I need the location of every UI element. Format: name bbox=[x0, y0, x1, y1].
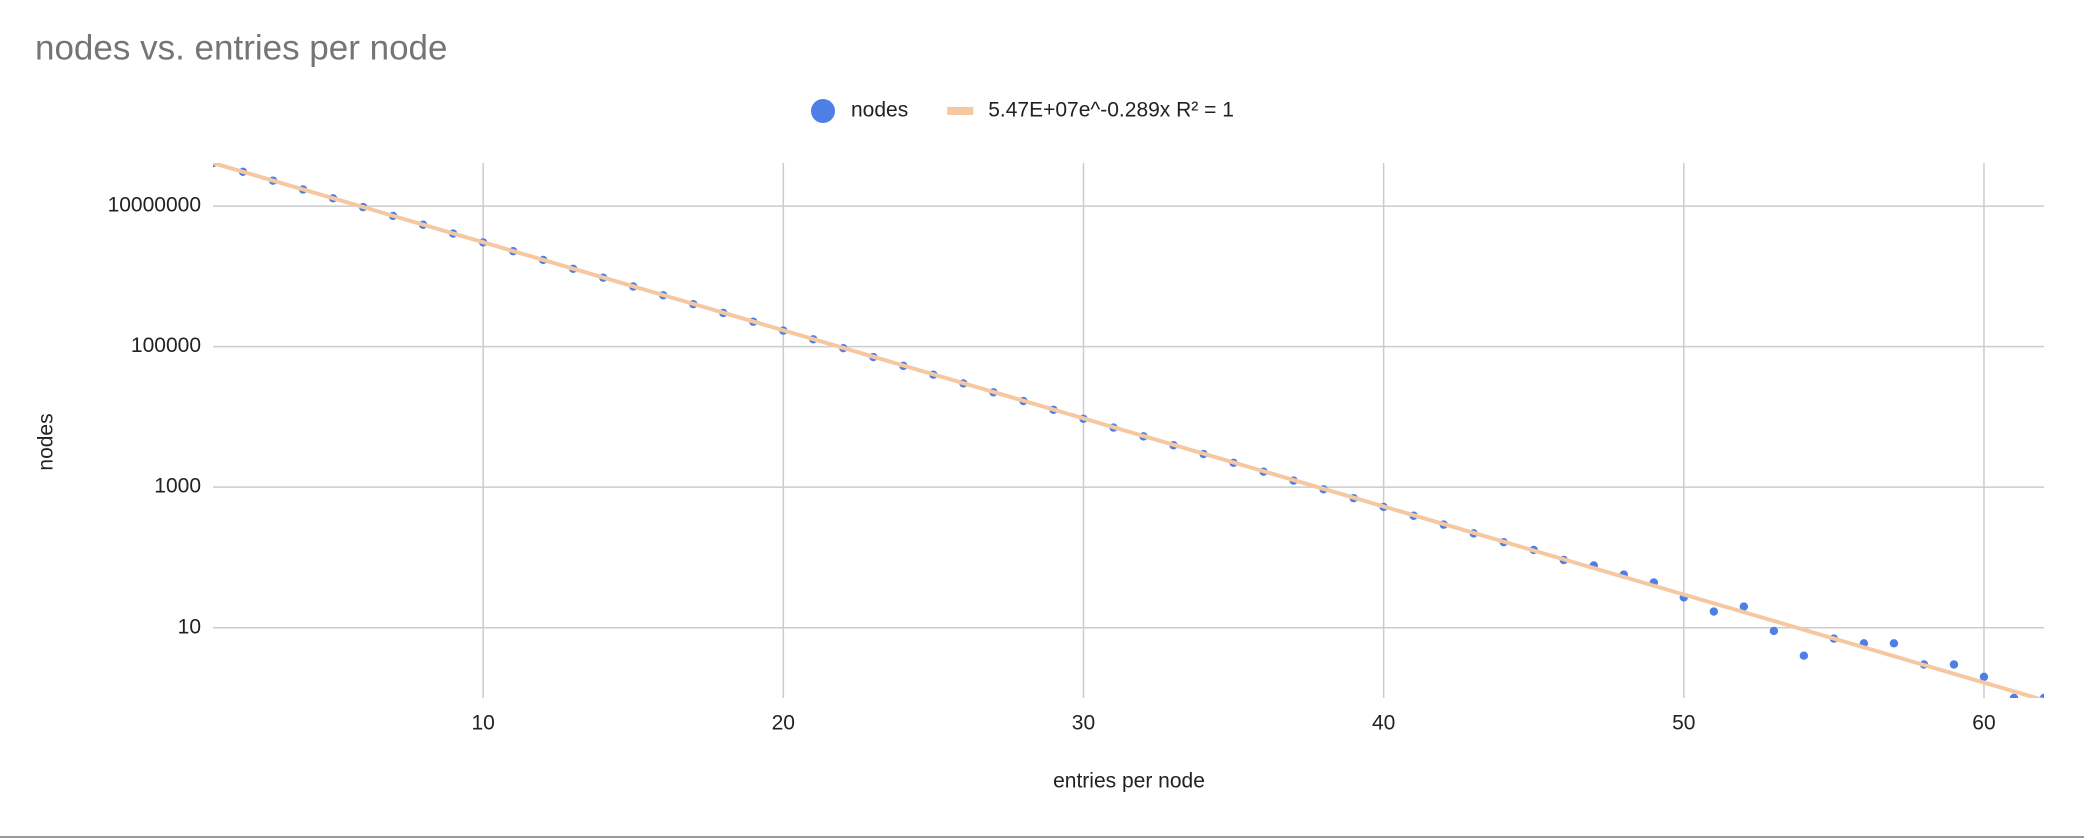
x-tick-label: 50 bbox=[1672, 712, 1695, 735]
point bbox=[1769, 626, 1779, 636]
y-tick-label: 100000 bbox=[131, 334, 201, 357]
y-axis-title: nodes bbox=[35, 413, 58, 470]
legend-label: nodes bbox=[851, 99, 908, 122]
y-tick-label: 10000000 bbox=[108, 194, 201, 217]
legend-marker bbox=[811, 99, 835, 123]
x-tick-label: 30 bbox=[1072, 712, 1095, 735]
point bbox=[2039, 693, 2044, 698]
point bbox=[1739, 602, 1749, 611]
grid: 10 1000 100000 10000000 10 20 30 40 50 60 bbox=[108, 163, 2044, 735]
chart-title: nodes vs. entries per node bbox=[35, 28, 447, 67]
x-axis-title: entries per node bbox=[1053, 770, 1205, 793]
x-tick-label: 10 bbox=[471, 712, 494, 735]
y-tick-label: 10 bbox=[178, 615, 201, 638]
x-tick-label: 40 bbox=[1372, 712, 1395, 735]
plot-area bbox=[213, 163, 2044, 698]
point bbox=[1709, 607, 1719, 616]
x-tick-label: 20 bbox=[772, 712, 795, 735]
point bbox=[1949, 660, 1959, 669]
x-tick-label: 60 bbox=[1972, 712, 1995, 735]
legend: nodes 5.47E+07e^-0.289x R² = 1 bbox=[811, 99, 1234, 123]
y-tick-label: 1000 bbox=[154, 475, 201, 498]
trendline bbox=[213, 163, 2044, 698]
point bbox=[1889, 639, 1899, 648]
point bbox=[1979, 672, 1989, 682]
legend-label: 5.47E+07e^-0.289x R² = 1 bbox=[988, 99, 1234, 122]
point bbox=[2009, 693, 2019, 698]
point bbox=[1799, 651, 1809, 660]
